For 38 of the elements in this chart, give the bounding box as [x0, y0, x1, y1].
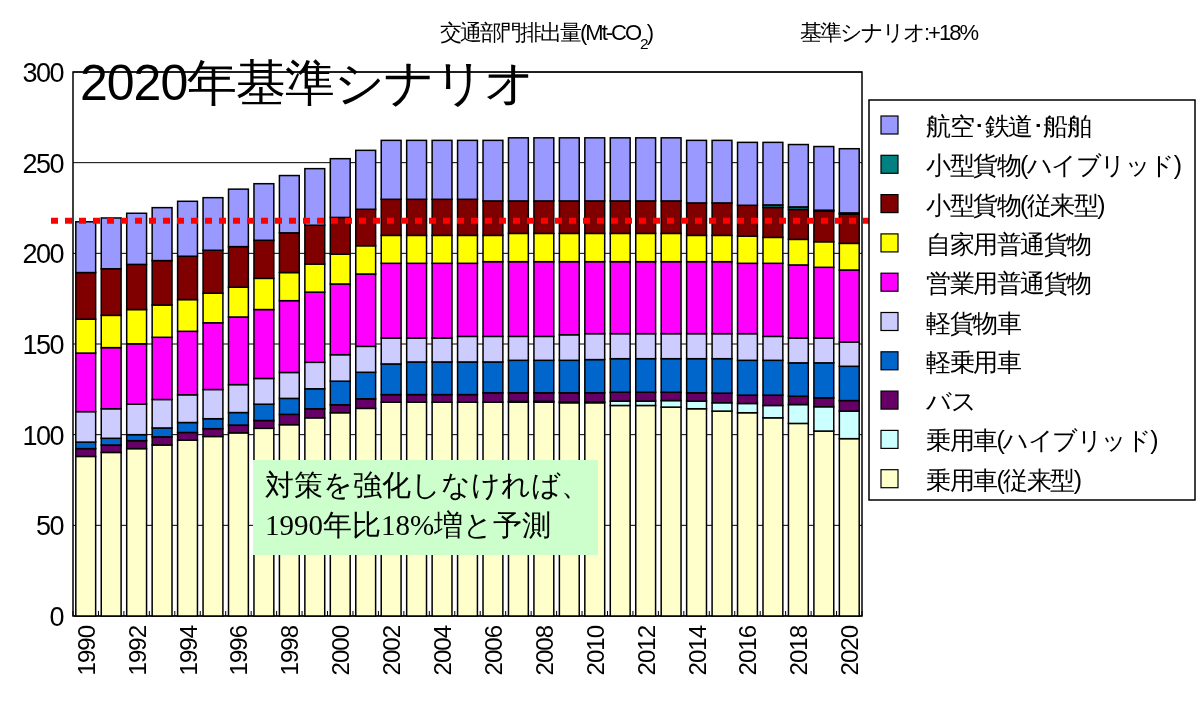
x-tick-label: 1990 [72, 625, 100, 676]
legend-label: 乗用車(ハイブリッド) [926, 426, 1158, 455]
x-tick-label: 1996 [225, 625, 253, 676]
legend-label: 航空･鉄道･船舶 [926, 112, 1091, 140]
y-tick-label: 300 [22, 58, 64, 88]
legend-label: 営業用普通貨物 [926, 269, 1091, 298]
legend-label: バス [925, 387, 975, 416]
x-tick-label: 2002 [378, 625, 406, 676]
x-tick-label: 2000 [327, 625, 355, 676]
legend-label: 自家用普通貨物 [926, 229, 1091, 258]
y-tick-label: 100 [22, 420, 64, 451]
y-tick-label: 50 [35, 511, 64, 542]
y-tick-label: 0 [49, 602, 64, 632]
x-tick-label: 1994 [174, 625, 202, 676]
annotation: 対策を強化しなければ、 [265, 469, 590, 501]
x-tick-label: 2004 [429, 625, 457, 676]
y-tick-label: 200 [22, 239, 64, 270]
x-tick-label: 2010 [581, 625, 609, 676]
annotation: 1990年比18%増と予測 [265, 509, 552, 541]
x-tick-label: 2008 [530, 625, 558, 676]
legend-label: 小型貨物(従来型) [926, 190, 1105, 219]
chart-title: 2020年基準シナリオ [80, 55, 535, 111]
legend-label: 乗用車(従来型) [926, 465, 1081, 494]
x-tick-label: 1998 [276, 625, 304, 676]
x-tick-label: 2014 [683, 625, 711, 676]
x-tick-label: 2018 [785, 625, 813, 676]
y-axis-title: 交通部門排出量(Mt-CO$_{2}$) [440, 20, 653, 52]
x-tick-label: 2020 [836, 625, 864, 676]
x-tick-label: 2006 [479, 625, 507, 676]
y-tick-label: 250 [22, 148, 64, 179]
x-tick-label: 2016 [734, 625, 762, 676]
x-tick-label: 1992 [123, 625, 151, 676]
legend-label: 小型貨物(ハイブリッド) [926, 151, 1181, 180]
chart-subtitle: 基準シナリオ:+18% [800, 20, 979, 45]
legend-label: 軽貨物車 [926, 308, 1021, 337]
legend-label: 軽乗用車 [926, 347, 1021, 376]
x-tick-label: 2012 [632, 625, 660, 676]
y-tick-label: 150 [22, 330, 64, 360]
